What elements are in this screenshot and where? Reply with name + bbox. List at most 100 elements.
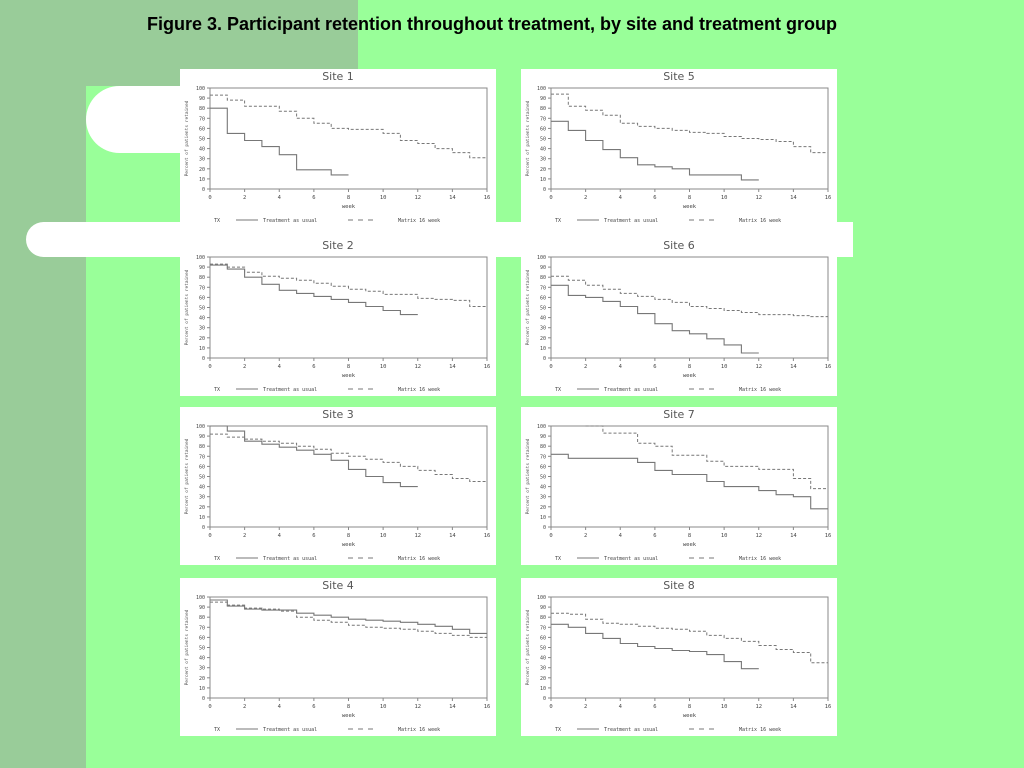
plot-frame bbox=[550, 425, 829, 528]
x-tick-label: 10 bbox=[380, 195, 387, 201]
series-line-matrix bbox=[210, 263, 487, 307]
y-tick-label: 90 bbox=[540, 605, 546, 611]
y-tick-label: 60 bbox=[199, 635, 205, 641]
y-tick-label: 80 bbox=[540, 615, 546, 621]
plot-frame bbox=[209, 596, 488, 699]
x-tick-label: 16 bbox=[484, 364, 491, 370]
y-axis-label: Percent of patients retained bbox=[525, 269, 531, 345]
y-tick-label: 100 bbox=[196, 424, 205, 430]
y-tick-label: 10 bbox=[199, 177, 205, 183]
legend-label-tau: Treatment as usual bbox=[263, 218, 317, 224]
y-tick-label: 80 bbox=[540, 275, 546, 281]
y-tick-label: 100 bbox=[196, 255, 205, 261]
y-tick-label: 30 bbox=[540, 495, 546, 501]
y-tick-label: 20 bbox=[540, 167, 546, 173]
series-line-tau bbox=[210, 107, 349, 176]
x-tick-label: 16 bbox=[484, 704, 491, 710]
y-tick-label: 50 bbox=[199, 137, 205, 143]
legend-key-label: TX bbox=[555, 556, 561, 562]
x-tick-label: 12 bbox=[755, 195, 762, 201]
chart-title: Site 1 bbox=[322, 70, 354, 83]
y-tick-label: 20 bbox=[540, 336, 546, 342]
chart-title: Site 6 bbox=[663, 239, 695, 252]
x-axis-label: week bbox=[683, 713, 697, 719]
chart-panel-5: Site 5 0 10 20 30 40 50 60 70 80 90 100 0 2 4 6 8 10 12 14 1… bbox=[521, 69, 837, 227]
y-tick-label: 40 bbox=[199, 316, 205, 322]
y-axis-label: Percent of patients retained bbox=[525, 100, 531, 176]
x-tick-label: 8 bbox=[347, 704, 350, 710]
y-tick-label: 20 bbox=[540, 505, 546, 511]
series-line-matrix bbox=[551, 93, 828, 154]
y-tick-label: 30 bbox=[199, 495, 205, 501]
legend-label-tau: Treatment as usual bbox=[263, 727, 317, 733]
y-tick-label: 30 bbox=[540, 666, 546, 672]
plot-frame bbox=[209, 87, 488, 190]
x-tick-label: 14 bbox=[790, 704, 797, 710]
x-tick-label: 6 bbox=[312, 533, 315, 539]
x-tick-label: 16 bbox=[825, 704, 832, 710]
x-tick-label: 2 bbox=[584, 533, 587, 539]
x-tick-label: 14 bbox=[790, 533, 797, 539]
figure-title: Figure 3. Participant retention througho… bbox=[146, 14, 838, 34]
y-tick-label: 50 bbox=[540, 646, 546, 652]
x-tick-label: 4 bbox=[619, 195, 623, 201]
x-tick-label: 2 bbox=[584, 704, 587, 710]
y-tick-label: 0 bbox=[543, 356, 546, 362]
legend-label-tau: Treatment as usual bbox=[604, 218, 658, 224]
series-line-matrix bbox=[585, 425, 828, 490]
chart-svg: Site 8 0 10 20 30 40 50 60 70 80 90 100 0 2 4 6 8 10 12 14 1… bbox=[525, 579, 832, 733]
x-tick-label: 10 bbox=[380, 533, 387, 539]
y-tick-label: 90 bbox=[199, 605, 205, 611]
chart-title: Site 8 bbox=[663, 579, 695, 592]
chart-svg: Site 1 0 10 20 30 40 50 60 70 80 90 100 0 2 4 6 8 10 12 14 1… bbox=[184, 70, 490, 224]
y-tick-label: 40 bbox=[540, 316, 546, 322]
x-tick-label: 6 bbox=[312, 704, 315, 710]
x-tick-label: 10 bbox=[721, 364, 728, 370]
x-axis-label: week bbox=[342, 542, 356, 548]
chart-svg: Site 5 0 10 20 30 40 50 60 70 80 90 100 0 2 4 6 8 10 12 14 1… bbox=[525, 70, 831, 224]
x-tick-label: 14 bbox=[449, 364, 456, 370]
y-tick-label: 60 bbox=[199, 126, 205, 132]
chart-panel-3: Site 3 0 10 20 30 40 50 60 70 80 90 100 0 2 4 6 8 10 12 14 1… bbox=[180, 407, 496, 565]
x-tick-label: 10 bbox=[380, 704, 387, 710]
chart-panel-4: Site 4 0 10 20 30 40 50 60 70 80 90 100 0 2 4 6 8 10 12 14 1… bbox=[180, 578, 496, 736]
series-line-tau bbox=[551, 623, 759, 670]
x-tick-label: 8 bbox=[688, 533, 691, 539]
y-tick-label: 0 bbox=[543, 187, 546, 193]
x-tick-label: 16 bbox=[484, 533, 491, 539]
x-tick-label: 8 bbox=[347, 195, 350, 201]
x-tick-label: 6 bbox=[653, 195, 656, 201]
chart-svg: Site 4 0 10 20 30 40 50 60 70 80 90 100 0 2 4 6 8 10 12 14 1… bbox=[184, 579, 491, 733]
y-tick-label: 80 bbox=[540, 106, 546, 112]
y-tick-label: 30 bbox=[540, 326, 546, 332]
chart-title: Site 5 bbox=[663, 70, 695, 83]
y-tick-label: 40 bbox=[540, 656, 546, 662]
x-tick-label: 0 bbox=[549, 704, 552, 710]
y-tick-label: 20 bbox=[199, 505, 205, 511]
y-tick-label: 90 bbox=[540, 265, 546, 271]
y-tick-label: 0 bbox=[543, 696, 546, 702]
x-tick-label: 12 bbox=[755, 364, 762, 370]
x-tick-label: 2 bbox=[243, 364, 246, 370]
legend-key-label: TX bbox=[214, 727, 220, 733]
y-tick-label: 90 bbox=[199, 96, 205, 102]
y-tick-label: 50 bbox=[199, 646, 205, 652]
chart-title: Site 4 bbox=[322, 579, 354, 592]
series-line-tau bbox=[210, 425, 418, 488]
y-tick-label: 90 bbox=[540, 434, 546, 440]
series-line-tau bbox=[551, 120, 759, 181]
legend-label-tau: Treatment as usual bbox=[263, 387, 317, 393]
y-tick-label: 10 bbox=[199, 515, 205, 521]
chart-panel-7: Site 7 0 10 20 30 40 50 60 70 80 90 100 0 2 4 6 8 10 12 14 1… bbox=[521, 407, 837, 565]
legend-label-matrix: Matrix 16 week bbox=[398, 387, 440, 393]
y-tick-label: 60 bbox=[540, 126, 546, 132]
y-tick-label: 20 bbox=[199, 336, 205, 342]
chart-svg: Site 3 0 10 20 30 40 50 60 70 80 90 100 0 2 4 6 8 10 12 14 1… bbox=[184, 408, 491, 562]
y-axis-label: Percent of patients retained bbox=[184, 100, 190, 176]
x-tick-label: 8 bbox=[347, 533, 350, 539]
chart-panel-6: Site 6 0 10 20 30 40 50 60 70 80 90 100 0 2 4 6 8 10 12 14 1… bbox=[521, 238, 837, 396]
chart-svg: Site 2 0 10 20 30 40 50 60 70 80 90 100 0 2 4 6 8 10 12 14 1… bbox=[184, 239, 491, 393]
x-tick-label: 12 bbox=[414, 195, 421, 201]
x-tick-label: 6 bbox=[312, 364, 315, 370]
y-tick-label: 60 bbox=[199, 295, 205, 301]
